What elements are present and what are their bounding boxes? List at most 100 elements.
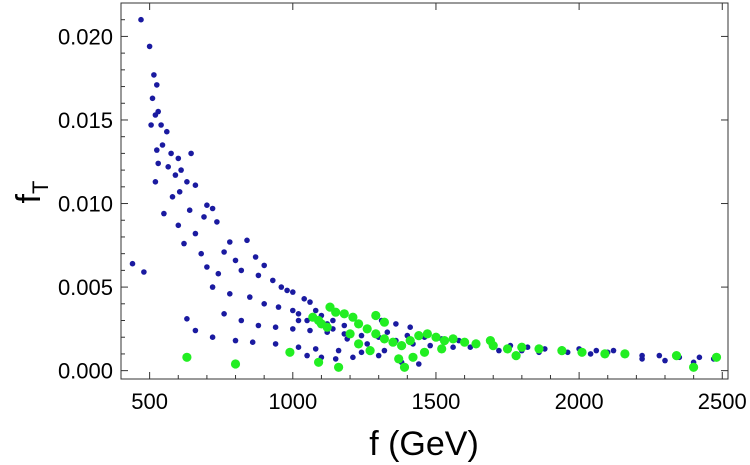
blue-point-133 [393,321,399,327]
green-point-42 [345,329,355,339]
blue-point-53 [261,301,268,307]
x-tick-label-3: 2000 [555,389,604,414]
blue-point-33 [244,237,250,244]
blue-point-119 [416,361,422,367]
blue-point-20 [184,179,190,185]
blue-point-54 [275,304,282,310]
blue-point-63 [272,324,279,331]
blue-point-35 [198,250,204,257]
green-point-27 [502,344,513,354]
blue-point-4 [149,95,156,102]
green-point-47 [511,351,521,361]
blue-point-50 [209,284,216,290]
blue-point-10 [159,142,166,148]
blue-point-40 [204,264,210,270]
blue-point-2 [151,72,157,78]
blue-point-108 [656,352,663,359]
blue-point-60 [221,311,227,317]
blue-point-128 [295,317,302,324]
blue-point-126 [141,269,147,275]
blue-point-14 [188,150,194,157]
green-point-1 [230,359,241,369]
y-tick-label-3: 0.015 [58,108,113,133]
green-point-23 [448,334,458,344]
y-tick-label-0: 0.000 [58,359,113,384]
blue-point-44 [270,277,276,284]
blue-point-36 [221,249,227,255]
green-point-24 [460,337,470,347]
green-point-40 [354,339,364,349]
green-point-0 [182,352,192,362]
blue-point-62 [255,322,262,329]
blue-point-64 [290,326,296,332]
blue-point-47 [290,289,296,295]
green-point-14 [371,329,381,339]
blue-point-125 [129,260,136,267]
blue-point-49 [307,299,313,305]
blue-point-56 [295,311,302,317]
green-point-2 [285,347,295,357]
blue-point-121 [350,354,356,361]
blue-point-98 [542,346,548,352]
blue-point-41 [215,270,222,277]
blue-point-93 [450,344,456,351]
green-point-38 [394,354,404,364]
blue-point-59 [330,317,336,324]
blue-point-100 [496,347,502,354]
blue-point-104 [587,351,594,357]
blue-point-16 [165,164,171,170]
x-tick-label-2: 1500 [411,389,460,414]
blue-point-55 [290,307,296,314]
green-point-3 [314,357,324,367]
svg-text:fT: fT [10,181,53,204]
blue-point-71 [209,334,216,341]
green-point-16 [388,337,398,347]
blue-point-34 [181,240,187,247]
blue-point-22 [192,182,199,188]
y-tick-label-4: 0.020 [58,24,113,49]
green-point-32 [600,349,610,359]
x-tick-label-1: 1000 [268,389,317,414]
tick-labels: 500 1000 1500 2000 2500 0.000 0.005 0.010 0.015 0… [58,24,747,414]
blue-point-61 [238,317,245,324]
blue-point-70 [192,327,199,334]
blue-point-92 [427,342,434,349]
blue-point-114 [610,347,617,354]
green-point-36 [689,362,699,372]
blue-point-51 [227,291,233,297]
x-axis-title: f (GeV) [369,425,479,463]
blue-point-23 [204,202,210,208]
green-point-41 [365,346,375,356]
plot-frame [120,2,729,380]
blue-point-131 [364,341,371,347]
blue-point-79 [381,347,388,354]
y-tick-label-2: 0.010 [58,192,113,217]
blue-point-6 [155,108,161,115]
x-tick-label-4: 2500 [698,389,747,414]
blue-point-65 [307,327,313,334]
blue-point-27 [209,205,216,212]
blue-point-15 [155,160,161,167]
green-point-43 [379,317,389,327]
green-point-34 [671,351,682,361]
blue-point-37 [232,257,239,264]
blue-point-28 [161,210,167,217]
green-point-15 [379,334,389,344]
green-point-31 [577,347,587,357]
blue-point-122 [332,356,339,362]
blue-point-68 [358,332,365,339]
blue-point-78 [358,349,365,356]
green-point-13 [362,324,372,334]
axis-ticks [121,3,728,379]
blue-point-38 [252,254,259,260]
blue-point-57 [312,307,319,314]
green-point-25 [471,339,481,349]
green-point-30 [557,346,567,356]
green-point-10 [339,309,349,319]
y-axis-title-main: f [10,193,48,203]
blue-point-80 [304,317,310,324]
blue-point-21 [176,189,183,195]
blue-point-8 [158,122,164,128]
y-axis-title-sub: T [28,181,53,194]
